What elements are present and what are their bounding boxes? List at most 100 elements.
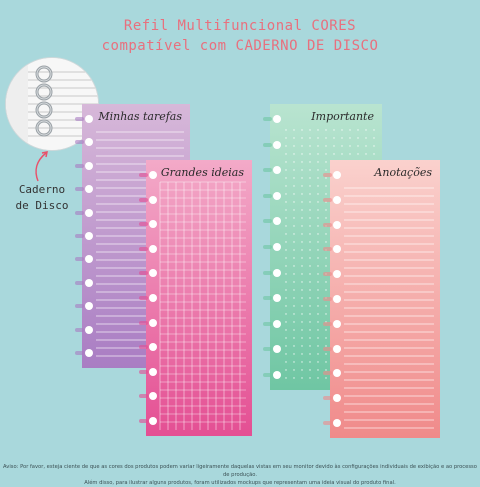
callout-arrow-icon bbox=[35, 151, 48, 182]
dot bbox=[293, 153, 295, 155]
callout-caption: Caderno de Disco bbox=[4, 182, 80, 214]
binder-hole bbox=[273, 371, 281, 379]
binder-hole bbox=[333, 319, 341, 328]
dot bbox=[301, 241, 303, 243]
dot bbox=[285, 345, 287, 347]
disc-tab bbox=[139, 197, 148, 202]
dot bbox=[285, 185, 287, 187]
dot bbox=[301, 185, 303, 187]
dot bbox=[317, 137, 319, 139]
dot bbox=[317, 313, 319, 315]
dot bbox=[301, 209, 303, 211]
disc-tab bbox=[323, 346, 332, 351]
dot bbox=[301, 161, 303, 163]
binder-hole bbox=[149, 244, 157, 253]
dot bbox=[325, 209, 327, 211]
dot bbox=[373, 129, 375, 131]
dot bbox=[317, 377, 319, 379]
dot bbox=[309, 177, 311, 179]
dot bbox=[285, 353, 287, 355]
dot bbox=[309, 289, 311, 291]
dot bbox=[293, 273, 295, 275]
dot bbox=[317, 369, 319, 371]
dot bbox=[325, 313, 327, 315]
binder-hole bbox=[273, 191, 281, 200]
disc-tab bbox=[263, 347, 272, 352]
disc-tab bbox=[263, 117, 272, 121]
disc-tab bbox=[323, 247, 332, 252]
dot bbox=[285, 297, 287, 299]
disc-tab bbox=[139, 222, 148, 227]
disc-tab bbox=[139, 246, 148, 251]
binder-hole bbox=[85, 278, 93, 287]
card-label: Grandes ideias bbox=[160, 166, 244, 179]
dot bbox=[317, 193, 319, 195]
dot bbox=[293, 321, 295, 323]
card-pattern bbox=[285, 129, 375, 379]
refill-card-grandes-ideias: Grandes ideias bbox=[139, 160, 252, 436]
dot bbox=[285, 249, 287, 251]
disclaimer: Aviso: Por favor, esteja ciente de que a… bbox=[0, 463, 480, 487]
dot bbox=[317, 281, 319, 283]
disc-tab bbox=[75, 304, 84, 309]
card-label: Anotações bbox=[374, 166, 432, 179]
binder-hole bbox=[85, 349, 93, 357]
dot bbox=[325, 153, 327, 155]
dot bbox=[285, 257, 287, 259]
dot bbox=[301, 377, 303, 379]
dot bbox=[285, 201, 287, 203]
dot bbox=[309, 329, 311, 331]
dot bbox=[285, 177, 287, 179]
dot bbox=[301, 273, 303, 275]
dot bbox=[285, 265, 287, 267]
dot bbox=[293, 225, 295, 227]
dot bbox=[309, 137, 311, 139]
binder-hole bbox=[149, 417, 157, 425]
dot bbox=[293, 313, 295, 315]
disc-tab bbox=[139, 345, 148, 350]
dot bbox=[341, 129, 343, 131]
dot bbox=[325, 361, 327, 363]
dot bbox=[317, 257, 319, 259]
dot bbox=[325, 353, 327, 355]
dot bbox=[285, 209, 287, 211]
dot bbox=[325, 217, 327, 219]
disc-tab bbox=[263, 373, 272, 377]
dot bbox=[301, 129, 303, 131]
dot bbox=[357, 153, 359, 155]
dot bbox=[325, 289, 327, 291]
dot bbox=[309, 337, 311, 339]
dot bbox=[285, 169, 287, 171]
disc-tab bbox=[323, 222, 332, 227]
dot bbox=[301, 145, 303, 147]
card-pattern bbox=[344, 187, 434, 429]
binder-hole bbox=[333, 171, 341, 179]
refill-card-anotacoes: Anotações bbox=[323, 160, 440, 438]
binder-hole bbox=[85, 185, 93, 194]
dot bbox=[325, 177, 327, 179]
card-pattern bbox=[159, 181, 246, 430]
binder-hole bbox=[333, 419, 341, 427]
dot bbox=[293, 161, 295, 163]
disc-tab bbox=[263, 193, 272, 198]
dot bbox=[285, 233, 287, 235]
dot bbox=[309, 161, 311, 163]
dot bbox=[317, 225, 319, 227]
dot bbox=[333, 153, 335, 155]
dot bbox=[317, 337, 319, 339]
dot bbox=[309, 129, 311, 131]
dot bbox=[301, 265, 303, 267]
binder-hole bbox=[333, 245, 341, 254]
disc-tab bbox=[75, 327, 84, 332]
dot bbox=[317, 321, 319, 323]
dot bbox=[301, 297, 303, 299]
dot bbox=[317, 305, 319, 307]
dot bbox=[293, 329, 295, 331]
dot bbox=[309, 153, 311, 155]
disc-tab bbox=[75, 187, 84, 192]
dot bbox=[325, 145, 327, 147]
dot bbox=[325, 337, 327, 339]
dot bbox=[309, 305, 311, 307]
dot bbox=[325, 129, 327, 131]
dot bbox=[325, 169, 327, 171]
